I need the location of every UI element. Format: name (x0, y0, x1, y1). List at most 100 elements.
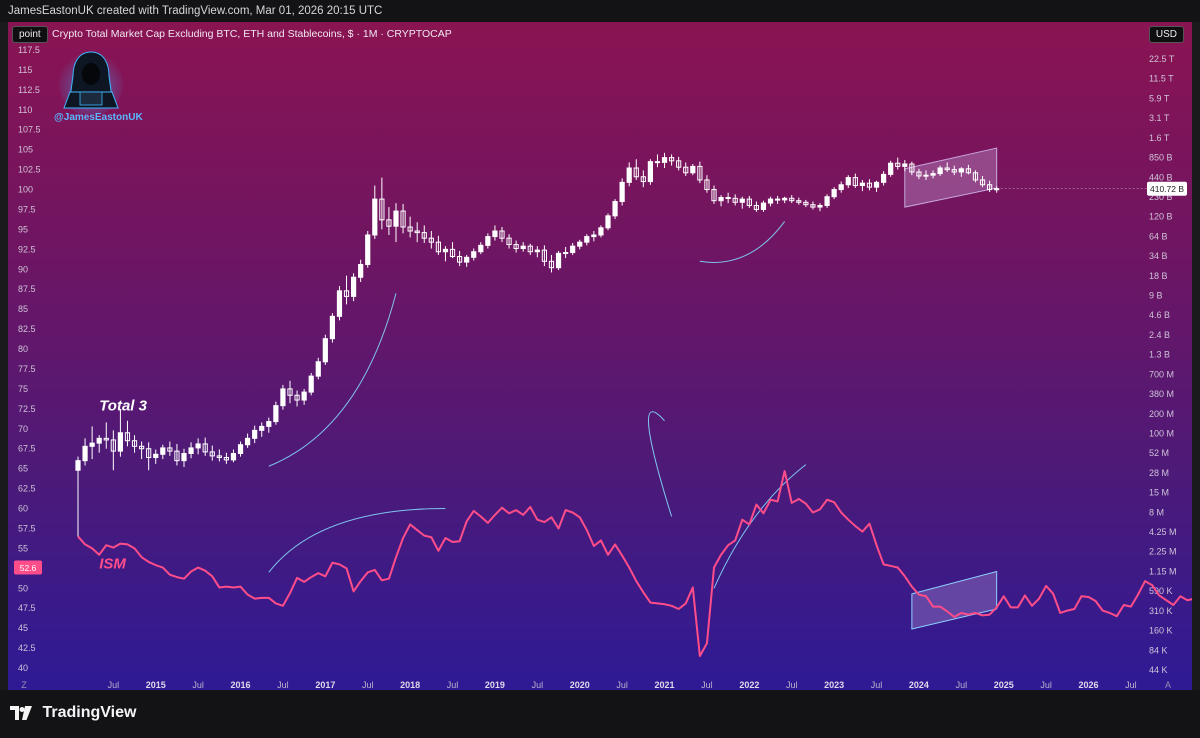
candle-body (838, 184, 844, 191)
candle-body (767, 198, 774, 204)
candle-body (322, 338, 328, 363)
right-axis-tick: 700 M (1149, 369, 1174, 379)
candle-body (449, 248, 456, 258)
candle-body (336, 290, 343, 317)
candle-body (570, 245, 576, 254)
candle-body (979, 179, 986, 186)
left-axis-tick: 50 (18, 583, 28, 593)
candle-body (471, 251, 477, 258)
candle-body (294, 394, 300, 401)
candle-body (393, 210, 399, 227)
candle-body (103, 437, 109, 441)
trend-arrow (268, 508, 446, 573)
point-button[interactable]: point (12, 26, 48, 43)
candle-body (541, 249, 547, 262)
x-axis-tick: Jul (447, 680, 459, 690)
right-axis-tick: 34 B (1149, 251, 1168, 261)
right-axis-tick: 230 B (1149, 192, 1173, 202)
right-axis-tick: 11.5 T (1149, 74, 1174, 84)
x-axis-tick: 2018 (400, 680, 420, 690)
right-axis-tick: 1.3 B (1149, 350, 1170, 360)
candle-body (110, 439, 116, 452)
zoom-corner-label: Z (21, 680, 27, 690)
candle-body (513, 244, 519, 250)
candle-body (96, 437, 102, 444)
candle-body (181, 452, 187, 462)
candle-body (704, 179, 710, 191)
left-axis-tick: 87.5 (18, 284, 36, 294)
x-axis-tick: Jul (362, 680, 374, 690)
candle-body (711, 189, 717, 202)
chart-svg[interactable]: 117.5 115 112.5 110 107.5 105 102.5 100 97.5 95 92… (8, 22, 1192, 690)
trend-arrow (647, 411, 673, 517)
candle-body (633, 167, 639, 178)
candle-body (153, 453, 159, 458)
x-axis-tick: Jul (1125, 680, 1137, 690)
x-axis-tick: Jul (108, 680, 120, 690)
left-axis-tick: 62.5 (18, 484, 36, 494)
x-axis-tick: 2024 (909, 680, 929, 690)
trend-arrow (713, 464, 807, 589)
candle-body (146, 448, 152, 458)
candle-body (237, 444, 244, 454)
candle-body (216, 455, 222, 458)
candle-body (647, 161, 653, 183)
candle-body (485, 236, 491, 246)
candle-body (866, 182, 873, 188)
candle-body (654, 161, 661, 164)
x-axis-tick: 2026 (1079, 680, 1099, 690)
right-axis-tick: 52 M (1149, 448, 1169, 458)
candle-body (464, 256, 470, 263)
right-axis-tick: 9 B (1149, 291, 1163, 301)
left-axis-tick: 97.5 (18, 204, 36, 214)
right-axis-tick: 18 B (1149, 271, 1168, 281)
candle-body (351, 276, 357, 297)
candle-body (612, 200, 618, 217)
right-axis-tick: 440 B (1149, 172, 1173, 182)
candle-body (534, 249, 540, 253)
left-axis-tick: 115 (18, 65, 32, 75)
candle-body (457, 256, 463, 263)
candle-body (139, 445, 145, 450)
x-axis-tick: Jul (616, 680, 628, 690)
candle-body (202, 443, 208, 453)
candle-body (902, 163, 908, 167)
candle-body (746, 198, 752, 206)
candle-body (831, 189, 837, 198)
right-axis-tick: 5.9 T (1149, 93, 1170, 103)
chart-background (8, 22, 1192, 690)
attribution-text: JamesEastonUK created with TradingView.c… (8, 5, 383, 17)
candle-body (605, 215, 611, 229)
candle-body (365, 234, 371, 265)
candle-body (209, 451, 215, 457)
candle-body (230, 452, 237, 461)
left-axis-tick: 105 (18, 145, 33, 155)
x-axis-tick: 2023 (824, 680, 844, 690)
x-axis-tick: Jul (192, 680, 204, 690)
x-axis-tick: Jul (871, 680, 883, 690)
left-axis-tick: 102.5 (18, 165, 41, 175)
candle-body (131, 440, 138, 447)
footer-bar: TradingView (0, 690, 1200, 738)
candle-body (796, 200, 802, 203)
candle-body (266, 421, 272, 427)
currency-button[interactable]: USD (1148, 26, 1184, 43)
candle-body (895, 162, 901, 167)
candle-body (478, 244, 484, 253)
x-axis-tick: Jul (277, 680, 289, 690)
candle-body (421, 232, 427, 239)
symbol-title: Crypto Total Market Cap Excluding BTC, E… (52, 28, 452, 40)
right-axis-tick: 28 M (1149, 468, 1169, 478)
candle-body (789, 197, 795, 202)
x-axis-tick: 2025 (994, 680, 1014, 690)
candle-body (937, 167, 943, 175)
last-price-badge (1147, 181, 1187, 196)
candle-body (888, 162, 894, 175)
chart-frame[interactable]: 117.5 115 112.5 110 107.5 105 102.5 100 97.5 95 92… (8, 22, 1192, 690)
candle-body (873, 181, 880, 188)
left-axis-tick: 42.5 (18, 643, 36, 653)
hooded-hacker-icon (59, 51, 123, 114)
left-axis-tick: 82.5 (18, 324, 36, 334)
candle-body (124, 432, 131, 442)
candle-body (965, 168, 971, 174)
